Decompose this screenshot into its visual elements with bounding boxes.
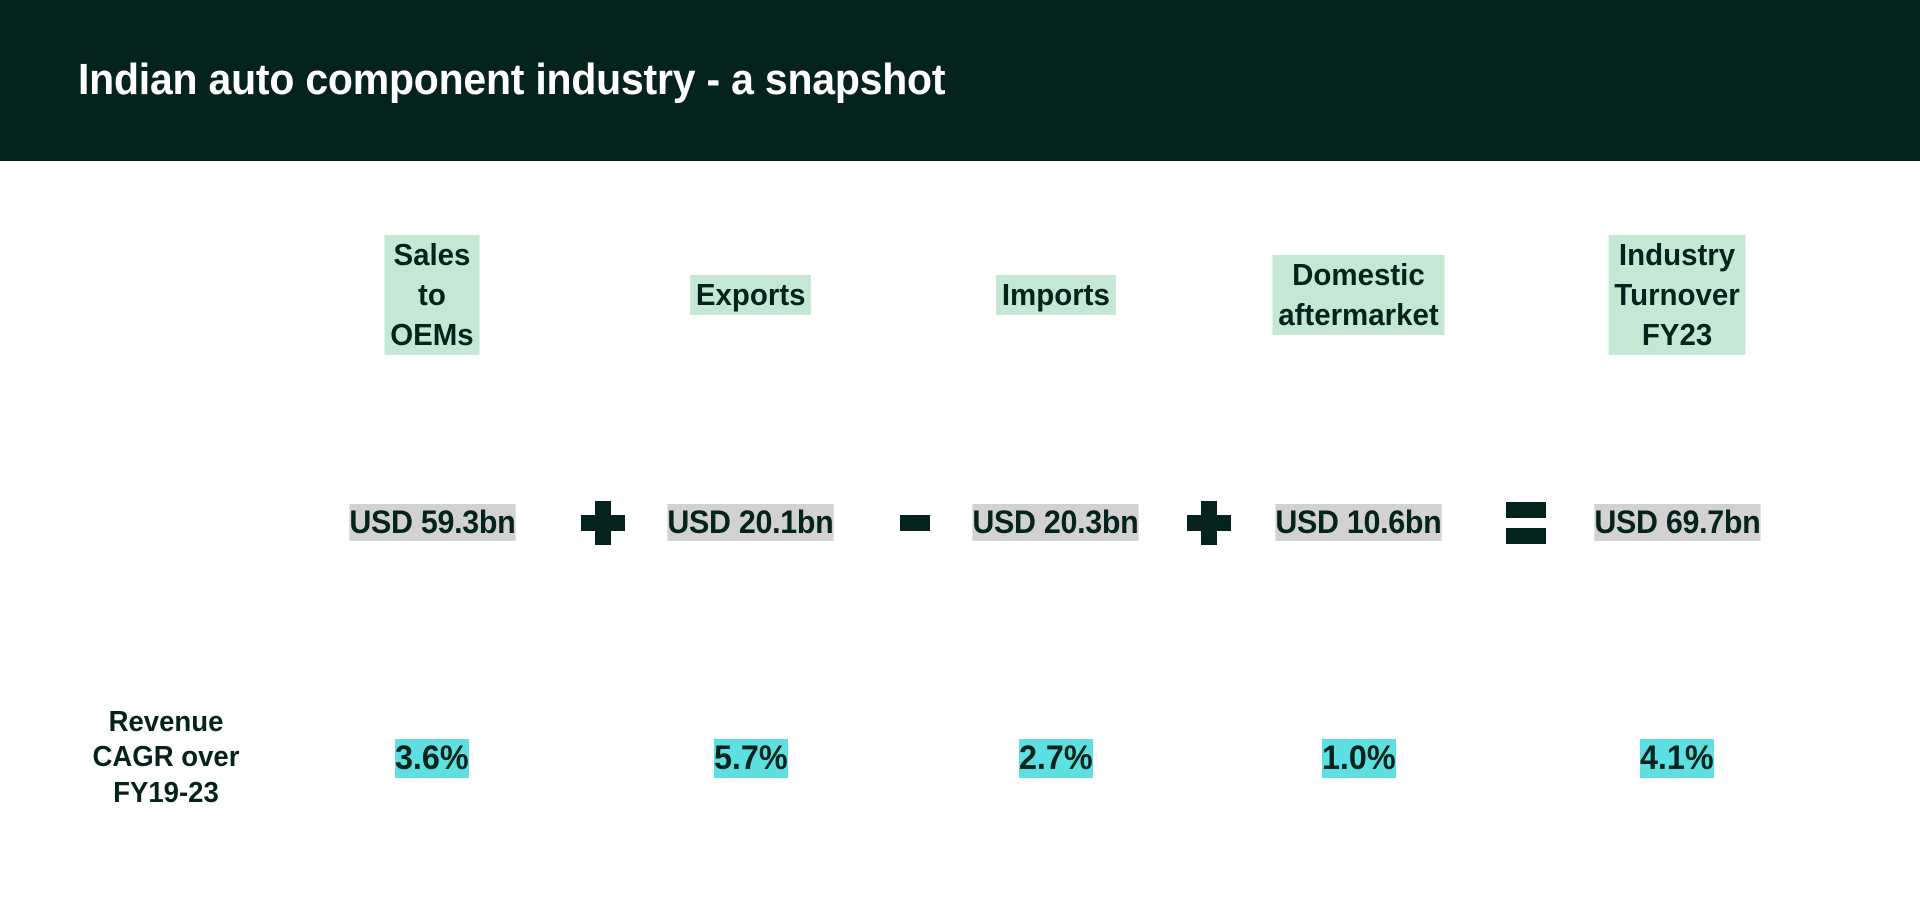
category-label-text: Imports: [995, 274, 1116, 316]
cagr-cell-domestic-aftermarket: 1.0%: [1216, 693, 1501, 823]
row-caption-line-1: Revenue: [108, 705, 224, 738]
category-cell-sales-to-oems: Sales to OEMs: [288, 234, 576, 356]
value-cell-domestic-aftermarket: USD 10.6bn: [1216, 453, 1501, 592]
row-values: USD 59.3bn USD 20.1bn USD 20.3bn USD 10.…: [0, 453, 1920, 592]
value-text: USD 59.3bn: [348, 504, 516, 541]
category-cell-exports: Exports: [608, 234, 893, 356]
value-text: USD 20.3bn: [972, 504, 1139, 541]
cagr-cell-exports: 5.7%: [608, 693, 893, 823]
category-label-text: Sales to OEMs: [384, 234, 480, 356]
page-title: Indian auto component industry - a snaps…: [78, 55, 946, 105]
row-cagr: Revenue CAGR over FY19-23 3.6% 5.7% 2.7%…: [0, 693, 1920, 823]
minus-icon: [900, 514, 930, 531]
category-label-cells: Sales to OEMs Exports Imports Domestic afte…: [288, 234, 1853, 356]
value-cells: USD 59.3bn USD 20.1bn USD 20.3bn USD 10.…: [288, 453, 1853, 592]
value-text: USD 20.1bn: [667, 504, 834, 541]
cagr-cell-industry-turnover-fy23: 4.1%: [1533, 693, 1821, 823]
cagr-cell-imports: 2.7%: [927, 693, 1184, 823]
category-cell-industry-turnover-fy23: Industry Turnover FY23: [1533, 234, 1821, 356]
value-text: USD 69.7bn: [1593, 504, 1761, 541]
cagr-cell-sales-to-oems: 3.6%: [288, 693, 576, 823]
cagr-cells: 3.6% 5.7% 2.7% 1.0% 4.1%: [288, 693, 1853, 823]
plus-icon: [581, 500, 625, 545]
value-cell-industry-turnover-fy23: USD 69.7bn: [1533, 453, 1821, 592]
row-caption-revenue-cagr: Revenue CAGR over FY19-23: [65, 693, 266, 823]
value-cell-sales-to-oems: USD 59.3bn: [288, 453, 576, 592]
category-label-text: Exports: [689, 274, 812, 316]
plus-icon: [1187, 500, 1231, 545]
rows-container: Sales to OEMs Exports Imports Domestic afte…: [0, 161, 1920, 906]
cagr-text: 3.6%: [395, 738, 469, 778]
category-cell-domestic-aftermarket: Domestic aftermarket: [1216, 234, 1501, 356]
category-label-text: Industry Turnover FY23: [1608, 234, 1746, 356]
value-cell-imports: USD 20.3bn: [927, 453, 1184, 592]
row-caption-line-3: FY19-23: [113, 776, 219, 809]
cagr-text: 1.0%: [1321, 738, 1396, 778]
cagr-text: 4.1%: [1640, 738, 1714, 778]
category-label-text: Domestic aftermarket: [1272, 254, 1445, 336]
row-category-labels: Sales to OEMs Exports Imports Domestic afte…: [0, 234, 1920, 356]
header-band: Indian auto component industry - a snaps…: [0, 0, 1920, 161]
value-cell-exports: USD 20.1bn: [608, 453, 893, 592]
cagr-text: 2.7%: [1018, 738, 1093, 778]
equals-icon: [1506, 501, 1546, 544]
value-text: USD 10.6bn: [1275, 504, 1442, 541]
row-caption-line-2: CAGR over: [92, 741, 240, 774]
category-cell-imports: Imports: [927, 234, 1184, 356]
cagr-text: 5.7%: [713, 738, 788, 778]
